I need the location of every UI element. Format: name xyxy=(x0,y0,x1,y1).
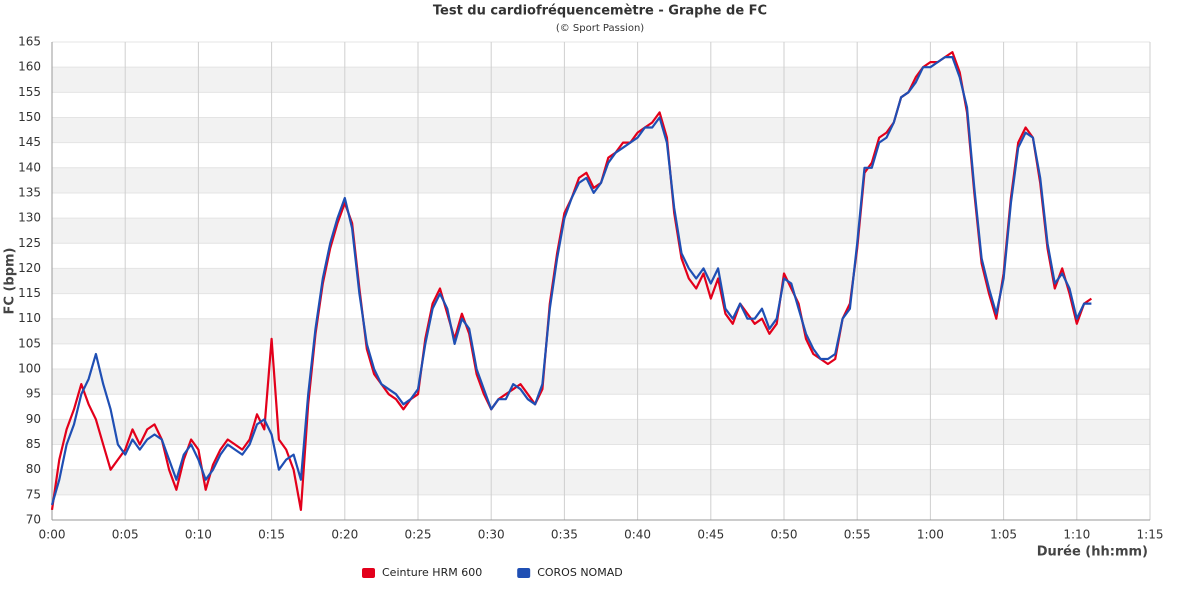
legend-label: Ceinture HRM 600 xyxy=(382,566,482,579)
legend-label: COROS NOMAD xyxy=(537,566,623,579)
x-tick-label: 0:30 xyxy=(478,528,505,542)
y-tick-label: 105 xyxy=(18,336,41,350)
x-tick-label: 0:10 xyxy=(185,528,212,542)
lines xyxy=(50,51,1093,511)
y-tick-label: 135 xyxy=(18,185,41,199)
x-tick-label: 0:20 xyxy=(331,528,358,542)
x-tick-label: 0:15 xyxy=(258,528,285,542)
band xyxy=(52,117,1150,143)
y-tick-label: 120 xyxy=(18,261,41,275)
y-tick-label: 125 xyxy=(18,236,41,250)
x-tick-label: 0:00 xyxy=(39,528,66,542)
chart-title: Test du cardiofréquencemètre - Graphe de… xyxy=(433,4,767,19)
y-tick-label: 165 xyxy=(18,35,41,49)
y-tick-label: 95 xyxy=(26,387,41,401)
y-tick-label: 115 xyxy=(18,286,41,300)
y-tick-label: 100 xyxy=(18,362,41,376)
x-tick-label: 1:10 xyxy=(1063,528,1090,542)
y-tick-label: 70 xyxy=(26,513,41,527)
y-tick-label: 110 xyxy=(18,311,41,325)
x-axis-label: Durée (hh:mm) xyxy=(1037,545,1148,560)
x-tick-label: 0:40 xyxy=(624,528,651,542)
band xyxy=(52,268,1150,294)
y-tick-label: 85 xyxy=(26,437,41,451)
band xyxy=(52,469,1150,495)
x-tick-label: 1:00 xyxy=(917,528,944,542)
y-tick-label: 90 xyxy=(26,412,41,426)
series-line xyxy=(50,56,1092,506)
y-tick-label: 150 xyxy=(18,110,41,124)
y-axis-label: FC (bpm) xyxy=(3,248,18,315)
legend-swatch xyxy=(362,568,375,578)
x-tick-label: 1:15 xyxy=(1137,528,1164,542)
band xyxy=(52,419,1150,445)
x-tick-label: 0:05 xyxy=(112,528,139,542)
y-tick-label: 160 xyxy=(18,60,41,74)
y-tick-label: 140 xyxy=(18,160,41,174)
chart-subtitle: (© Sport Passion) xyxy=(556,23,644,34)
legend-swatch xyxy=(517,568,531,578)
x-tick-label: 1:05 xyxy=(990,528,1017,542)
y-tick-label: 80 xyxy=(26,462,41,476)
band xyxy=(52,218,1150,244)
band xyxy=(52,369,1150,395)
x-tick-label: 0:25 xyxy=(405,528,432,542)
y-tick-label: 145 xyxy=(18,135,41,149)
band xyxy=(52,67,1150,93)
x-tick-label: 0:50 xyxy=(771,528,798,542)
y-tick-label: 75 xyxy=(26,487,41,501)
x-tick-label: 0:45 xyxy=(697,528,724,542)
y-tick-label: 130 xyxy=(18,211,41,225)
y-tick-label: 155 xyxy=(18,85,41,99)
band xyxy=(52,318,1150,344)
x-tick-label: 0:35 xyxy=(551,528,578,542)
labels: 70 75 80 85 90 95 100 105 110 115 120 125 130 135 140 1… xyxy=(18,35,1163,580)
x-tick-label: 0:55 xyxy=(844,528,871,542)
